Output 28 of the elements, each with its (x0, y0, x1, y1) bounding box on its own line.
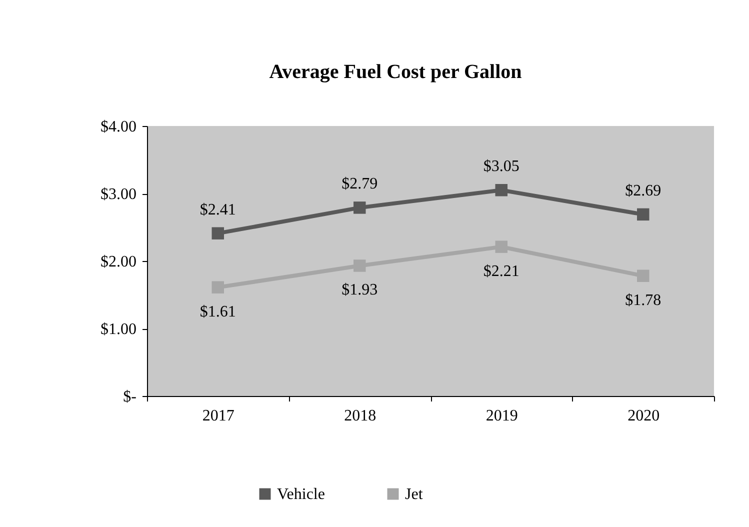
data-label: $1.93 (342, 282, 378, 299)
data-label: $1.61 (200, 303, 236, 320)
point (637, 270, 650, 282)
point (495, 184, 508, 196)
data-label: $2.21 (483, 262, 520, 280)
data-label: $2.69 (625, 182, 662, 200)
point (495, 240, 508, 253)
chart-title: Average Fuel Cost per Gallon (269, 61, 522, 83)
y-tick-label: $1.00 (100, 321, 136, 338)
data-label: $2.79 (342, 176, 378, 193)
data-label: $1.78 (625, 292, 662, 309)
legend-label: Vehicle (277, 486, 325, 503)
x-tick-label: 2019 (486, 408, 518, 424)
data-label: $3.05 (483, 158, 520, 176)
point (354, 260, 366, 272)
point (212, 227, 224, 240)
x-tick-label: 2018 (344, 408, 376, 424)
point (212, 281, 224, 294)
point (354, 202, 366, 214)
legend-label: Jet (405, 486, 424, 503)
data-label: $2.41 (200, 201, 236, 218)
y-tick-label: $3.00 (100, 186, 136, 203)
y-tick-label: $- (123, 388, 136, 406)
y-tick-label: $4.00 (100, 118, 136, 136)
x-tick-label: 2020 (628, 408, 660, 424)
point (637, 208, 650, 221)
x-tick-label: 2017 (202, 408, 234, 424)
y-tick-label: $2.00 (100, 254, 136, 270)
